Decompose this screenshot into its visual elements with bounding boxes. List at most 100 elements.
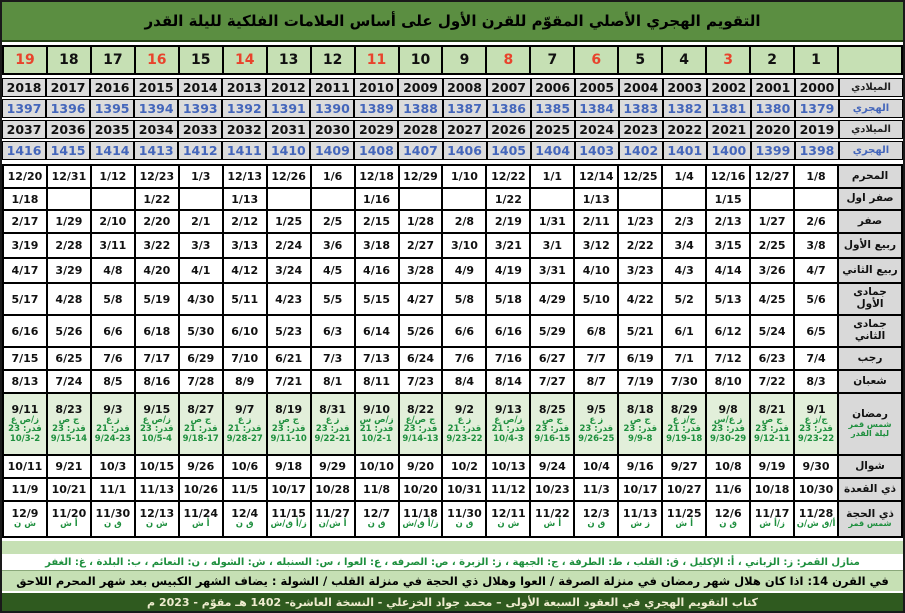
column-numbers-row: 19 18 17 16 15 14 13 12 11 10 9 8 7 6 5 4 3 2 1	[2, 45, 903, 75]
month-row-label: ربيع الأول	[839, 234, 901, 257]
year-cell: 1396	[47, 100, 90, 117]
column-number-cell: 4	[663, 47, 706, 73]
month-name: شوال	[855, 459, 885, 472]
month-date-cell: 9/26	[179, 456, 222, 477]
month-date-cell: 5/17	[4, 284, 46, 314]
dhul-hijjah-cell: 12/3 ق ن	[575, 502, 618, 536]
date-text: 12/7	[363, 507, 391, 521]
month-date-cell: 4/28	[47, 284, 90, 314]
month-date-cell: 5/5	[311, 284, 354, 314]
ramadan-cell: 8/29 ج/ز ع قدر: 21 9/19-18	[663, 394, 706, 454]
month-date-cell: 3/8	[795, 234, 837, 257]
date-text: 9/2	[454, 402, 475, 416]
month-date-cell: 1/28	[399, 211, 442, 232]
month-row-label: رجب	[839, 348, 901, 369]
year-cell: 2020	[751, 121, 794, 138]
month-date-cell: 10/15	[135, 456, 178, 477]
mansion-code-text: 9/23-22	[446, 433, 483, 444]
month-date-cell: 1/12	[91, 166, 134, 187]
month-date-cell: 6/3	[311, 316, 354, 346]
mansion-code-text: ج ص	[542, 414, 563, 425]
mansion-code-text: 9/15-14	[50, 433, 88, 444]
month-date-cell: 1/22	[135, 189, 178, 209]
month-row-label: جمادى الأول	[839, 284, 901, 314]
year-cell: 2034	[135, 121, 178, 138]
month-date-cell	[399, 189, 442, 209]
month-date-cell: 12/20	[4, 166, 46, 187]
month-date-cell: 10/10	[355, 456, 398, 477]
month-date-cell: 11/1	[91, 479, 134, 500]
month-date-cell: 7/12	[707, 348, 750, 369]
month-date-cell: 10/6	[223, 456, 266, 477]
year-cell: 2007	[487, 79, 530, 96]
month-date-cell: 4/27	[399, 284, 442, 314]
month-date-cell: 2/1	[179, 211, 222, 232]
month-date-cell: 5/6	[795, 284, 837, 314]
year-cell: 1407	[399, 142, 442, 159]
column-number-cell: 18	[47, 47, 90, 73]
year-cell: 1389	[355, 100, 398, 117]
mansion-code-text: ج ص/ع	[405, 414, 436, 425]
date-text: 11/28	[798, 507, 834, 521]
ramadan-cell: 9/13 ز/ص ع قدر: 21 10/4-3	[487, 394, 530, 454]
month-name: جمادى الثاني	[853, 318, 887, 342]
year-cell: 1387	[443, 100, 486, 117]
month-date-cell: 11/6	[707, 479, 750, 500]
month-date-cell: 12/13	[223, 166, 266, 187]
month-date-cell: 1/25	[267, 211, 310, 232]
year-cell: 2027	[443, 121, 486, 138]
month-date-cell	[267, 189, 310, 209]
year-cell: 2010	[355, 79, 398, 96]
month-sub-label: شمس قمر	[848, 419, 892, 429]
month-date-cell: 7/17	[135, 348, 178, 369]
month-date-cell: 3/4	[663, 234, 706, 257]
month-date-cell: 7/27	[531, 371, 574, 392]
month-date-cell: 2/12	[223, 211, 266, 232]
month-date-cell: 1/27	[751, 211, 794, 232]
mansion-code-text: 9/16-15	[534, 433, 571, 444]
mansion-code-text: قدر: 23	[799, 424, 833, 435]
mansion-code-text: ق ن	[455, 519, 474, 530]
month-date-cell: 11/9	[4, 479, 46, 500]
month-date-cell: 6/23	[751, 348, 794, 369]
month-date-cell: 11/13	[135, 479, 178, 500]
month-date-cell	[619, 189, 662, 209]
month-date-cell: 4/5	[311, 259, 354, 282]
mansion-code-text: قدر: 23	[271, 424, 306, 435]
dhul-hijjah-cell: 11/18 ز/أ ق/ش	[399, 502, 442, 536]
month-date-cell: 3/22	[135, 234, 178, 257]
month-date-cell: 11/8	[355, 479, 398, 500]
mansion-code-text: ج ص	[278, 414, 299, 425]
mansion-code-text: ز/ص ع	[494, 414, 523, 425]
month-date-cell: 1/18	[4, 189, 46, 209]
mansion-code-text: قدر: 21	[491, 424, 526, 435]
column-number-cell: 12	[311, 47, 354, 73]
date-text: 11/20	[51, 507, 87, 521]
year-cell: 1390	[311, 100, 354, 117]
month-date-cell: 5/30	[179, 316, 222, 346]
month-date-cell: 8/9	[223, 371, 266, 392]
month-date-cell: 12/23	[135, 166, 178, 187]
ramadan-cell: 8/23 ج ص قدر: 23 9/15-14	[47, 394, 90, 454]
month-date-cell: 7/21	[267, 371, 310, 392]
month-date-cell: 2/3	[663, 211, 706, 232]
month-date-cell: 1/1	[531, 166, 574, 187]
month-date-cell: 4/29	[531, 284, 574, 314]
year-cell: 1413	[135, 142, 178, 159]
dhul-hijjah-cell: 11/13 ز ش	[619, 502, 662, 536]
month-date-cell: 2/28	[47, 234, 90, 257]
month-date-cell: 12/22	[487, 166, 530, 187]
month-date-cell: 8/11	[355, 371, 398, 392]
month-date-cell: 10/30	[795, 479, 837, 500]
year-cell: 2033	[179, 121, 222, 138]
mansion-code-text: أ ش/ن	[318, 519, 347, 530]
month-date-cell: 6/8	[575, 316, 618, 346]
year-cell: 1393	[179, 100, 222, 117]
month-date-cell: 1/23	[619, 211, 662, 232]
date-text: 8/27	[187, 402, 215, 416]
ramadan-cell: 8/31 ز ع قدر: 23 9/22-21	[311, 394, 354, 454]
month-date-cell: 4/22	[619, 284, 662, 314]
year-cell: 2012	[267, 79, 310, 96]
mansion-code-text: أ/ق ش/ن	[796, 519, 836, 530]
month-date-cell: 10/27	[663, 479, 706, 500]
